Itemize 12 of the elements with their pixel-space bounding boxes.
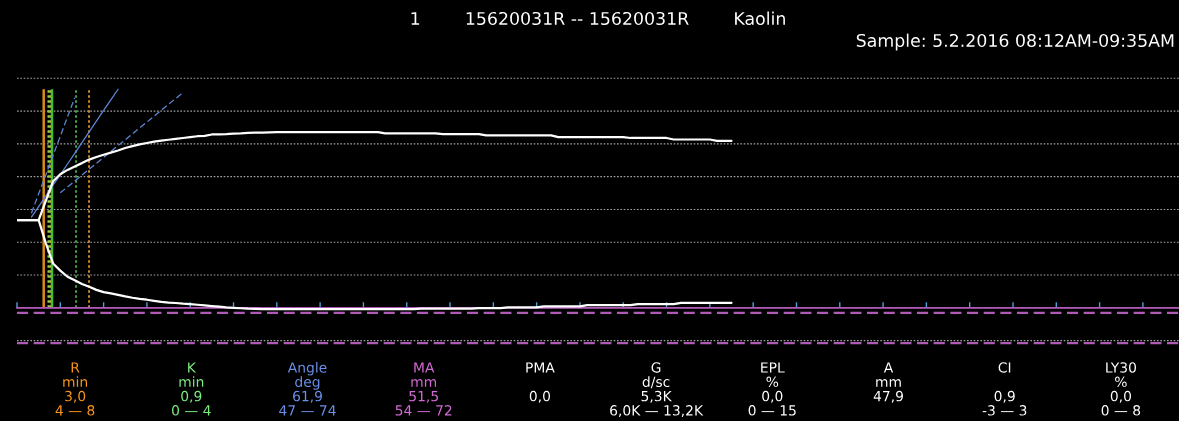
text: G d/sc 5,3K 6,0K — 13,2K: [610, 362, 704, 418]
text: K min 0,9 0 — 4: [172, 362, 211, 416]
text: LY30 % 0,0 0 — 8: [1101, 362, 1141, 416]
text: A mm 47,9: [873, 362, 903, 403]
text: MA mm 51,5 54 — 72: [395, 362, 452, 416]
text: Angle deg 61,9 47 — 74: [279, 362, 336, 416]
chart-title: 1 15620031R -- 15620031R Kaolin: [411, 11, 785, 26]
text: EPL % 0,0 0 — 15: [748, 362, 796, 416]
text: R min 3,0 4 — 8: [55, 362, 95, 416]
chart-subtitle: Sample: 5.2.2016 08:12AM-09:35AM: [856, 33, 1174, 51]
text: PMA 0,0: [526, 362, 555, 403]
text: CI 0,9 -3 — 3: [982, 362, 1027, 416]
